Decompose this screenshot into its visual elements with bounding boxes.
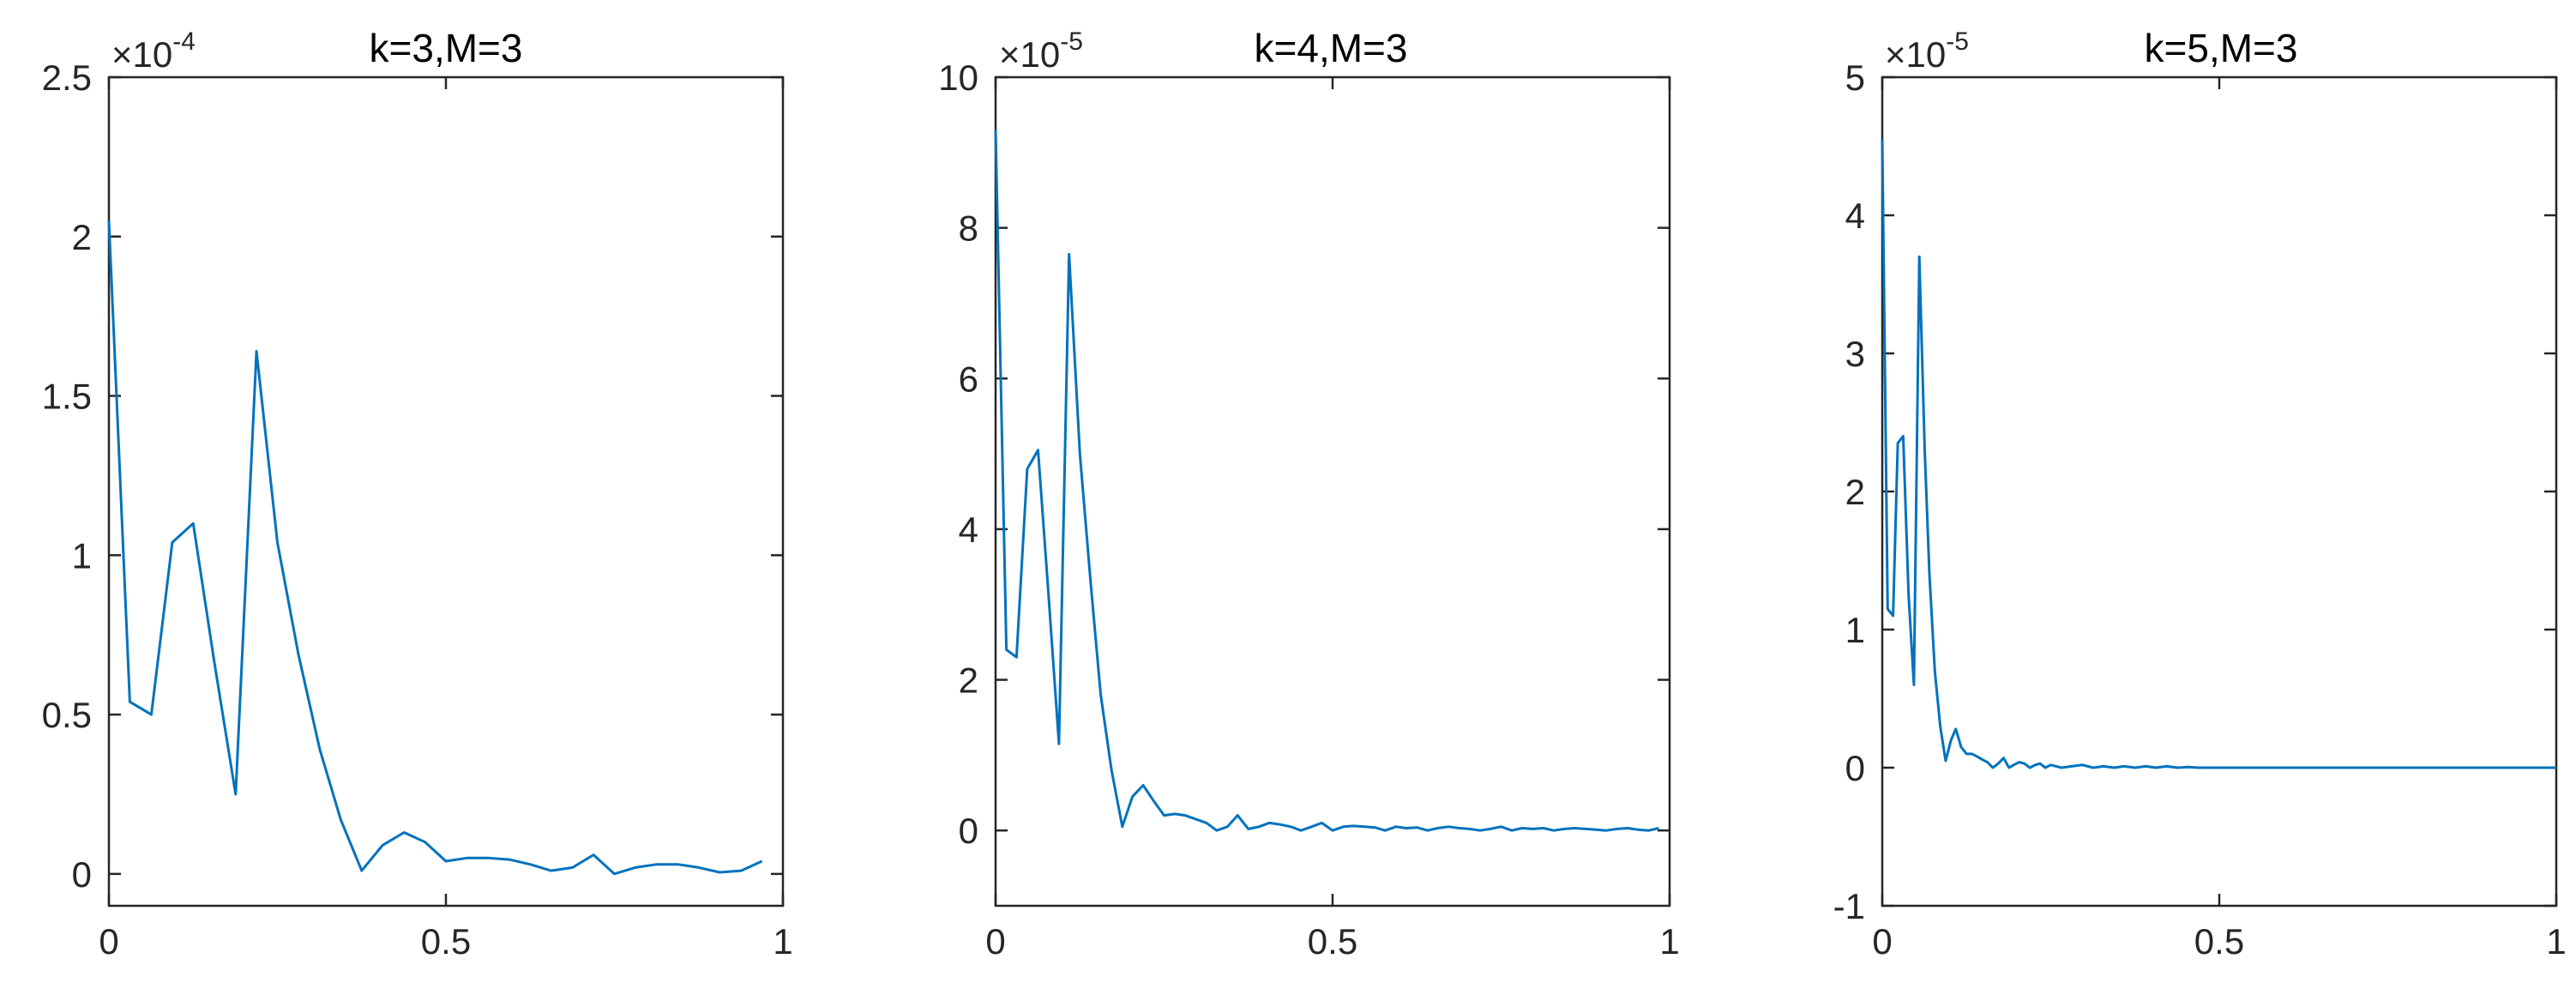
subplot-2-exponent-base: ×10	[999, 34, 1060, 75]
subplot-2-xtick-label: 0.5	[1308, 921, 1357, 962]
subplot-3-ytick-label: 4	[1845, 196, 1865, 236]
subplot-1-title: k=3,M=3	[370, 26, 523, 70]
subplot-3-ytick-label: 5	[1845, 57, 1865, 98]
subplot-1-ytick-label: 1	[72, 535, 92, 576]
subplot-2-ytick-label: 2	[959, 660, 978, 701]
subplot-3-ytick-label: 1	[1845, 610, 1865, 650]
subplot-3-ytick-label: -1	[1833, 886, 1865, 926]
subplot-1-ytick-label: 2	[72, 217, 92, 257]
subplot-1-exponent-base: ×10	[111, 34, 172, 75]
subplot-2-ytick-label: 8	[959, 208, 978, 249]
subplot-3-ytick-label: 0	[1845, 748, 1865, 788]
subplot-3-title: k=5,M=3	[2145, 26, 2298, 70]
subplot-2-xtick-label: 0	[985, 921, 1005, 962]
subplot-3-ytick-label: 3	[1845, 334, 1865, 374]
subplot-2-title: k=4,M=3	[1255, 26, 1408, 70]
subplot-1-ytick-label: 1.5	[42, 377, 92, 417]
subplot-2-ytick-label: 0	[959, 811, 978, 851]
subplot-2-ytick-label: 6	[959, 359, 978, 399]
subplot-3-exponent-power: -5	[1946, 27, 1969, 56]
subplot-2-xtick-label: 1	[1659, 921, 1679, 962]
subplot-3-xtick-label: 0	[1872, 921, 1892, 962]
subplot-1-ytick-label: 0	[72, 854, 92, 895]
subplot-1-xtick-label: 1	[773, 921, 792, 962]
subplot-3-xtick-label: 0.5	[2194, 921, 2244, 962]
subplot-1-ytick-label: 0.5	[42, 695, 92, 735]
subplot-2-ytick-label: 4	[959, 510, 978, 550]
subplot-3-exponent-base: ×10	[1885, 34, 1946, 75]
subplot-2-ytick-label: 10	[938, 57, 978, 98]
subplot-3-xtick-label: 1	[2546, 921, 2566, 962]
subplot-3-ytick-label: 2	[1845, 472, 1865, 512]
subplot-2-exponent-power: -5	[1060, 27, 1083, 56]
subplot-1-exponent-power: -4	[172, 27, 196, 56]
subplot-1-xtick-label: 0	[99, 921, 118, 962]
subplot-1-xtick-label: 0.5	[421, 921, 471, 962]
subplot-1-ytick-label: 2.5	[42, 57, 92, 98]
